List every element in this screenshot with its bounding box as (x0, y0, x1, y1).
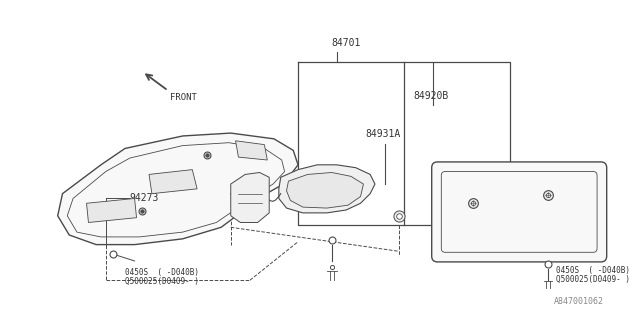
Polygon shape (287, 172, 364, 208)
Polygon shape (86, 198, 136, 222)
Polygon shape (149, 170, 197, 194)
Text: A847001062: A847001062 (554, 297, 604, 306)
Text: Q500025(D0409- ): Q500025(D0409- ) (125, 277, 199, 286)
Polygon shape (231, 172, 269, 222)
Text: 84931A: 84931A (365, 129, 401, 139)
Text: 0450S  ( -D040B): 0450S ( -D040B) (125, 268, 199, 277)
Text: FRONT: FRONT (170, 93, 197, 102)
Text: Q500025(D0409- ): Q500025(D0409- ) (556, 276, 630, 284)
Polygon shape (279, 165, 375, 213)
Text: 84920B: 84920B (413, 91, 449, 101)
Text: 0450S  ( -D040B): 0450S ( -D040B) (556, 266, 630, 275)
Polygon shape (236, 141, 268, 160)
Text: 84701: 84701 (332, 38, 361, 48)
FancyBboxPatch shape (432, 162, 607, 262)
Text: 94273: 94273 (130, 194, 159, 204)
Polygon shape (58, 133, 298, 244)
